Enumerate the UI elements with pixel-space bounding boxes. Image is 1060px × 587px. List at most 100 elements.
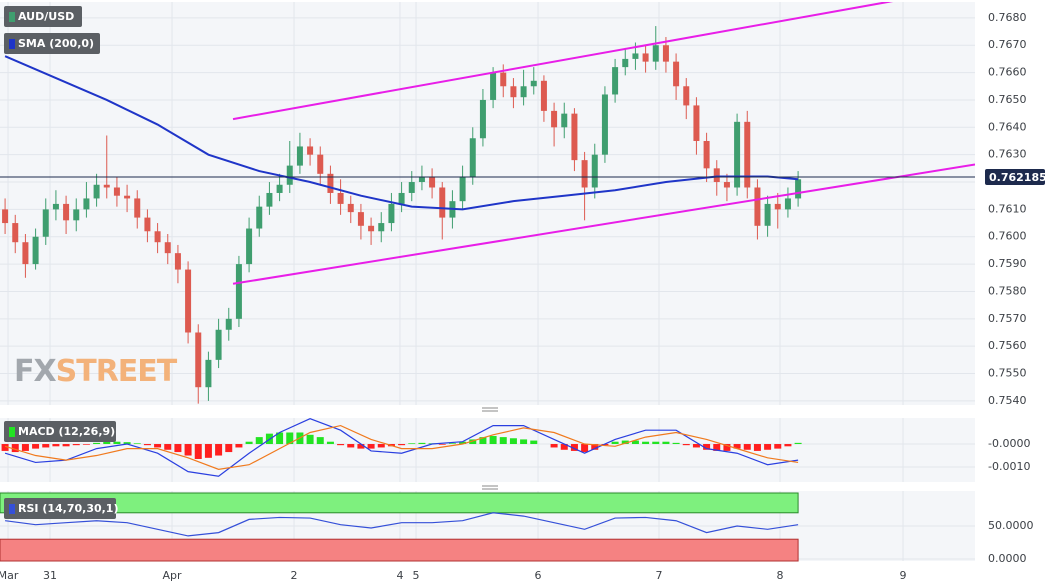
candle-body <box>225 318 232 330</box>
candle-body <box>744 121 751 188</box>
candle-body <box>42 209 49 237</box>
candle-body <box>662 45 669 62</box>
macd-bar <box>154 444 162 448</box>
candle-body <box>368 225 375 232</box>
macd-bar <box>194 444 202 459</box>
y-tick-label: 0.7550 <box>988 367 1027 380</box>
x-tick-label: 4 <box>396 569 403 582</box>
macd-bar <box>326 441 334 445</box>
macd-line <box>4 418 799 477</box>
candle-body <box>439 187 446 218</box>
candle-body <box>12 223 19 243</box>
macd-bar <box>225 444 233 453</box>
x-tick-label: Apr <box>163 569 183 582</box>
y-tick-label: 0.7610 <box>988 202 1027 215</box>
macd-bar <box>662 441 670 445</box>
x-tick-label: 9 <box>900 569 907 582</box>
macd-bar <box>357 444 365 449</box>
y-tick-label: 0.7570 <box>988 312 1027 325</box>
trend-line <box>232 2 894 121</box>
candle-body <box>601 94 608 155</box>
macd-bar <box>418 442 426 445</box>
macd-bar <box>530 440 538 445</box>
legend-swatch <box>9 504 15 514</box>
candle-body <box>347 203 354 213</box>
candle-body <box>500 72 507 87</box>
candle-body <box>429 176 436 188</box>
candle-body <box>581 160 588 188</box>
macd-bar <box>631 440 639 445</box>
y-tick-label: 50.0000 <box>988 519 1034 532</box>
rsi-line <box>5 512 799 537</box>
x-tick-label: 6 <box>535 569 542 582</box>
macd-bar <box>459 441 467 445</box>
candle-body <box>144 217 151 232</box>
candle-body <box>388 203 395 224</box>
overbought-band <box>0 492 799 514</box>
legend-swatch <box>9 12 15 22</box>
candle-body <box>83 198 90 210</box>
legend-label: AUD/USD <box>18 10 74 23</box>
macd-bar <box>367 444 375 449</box>
macd-bar <box>438 444 446 445</box>
candle-body <box>734 121 741 188</box>
macd-bar <box>713 444 721 451</box>
candle-body <box>754 187 761 226</box>
candle-body <box>266 192 273 207</box>
macd-bar <box>255 437 263 445</box>
macd-bar <box>398 444 406 446</box>
candle-body <box>205 359 212 388</box>
macd-bar <box>550 444 558 448</box>
candle-body <box>286 165 293 185</box>
macd-bar <box>733 444 741 449</box>
x-tick-label: 2 <box>291 569 298 582</box>
legend-swatch <box>9 39 15 49</box>
macd-bar <box>611 441 619 445</box>
macd-bar <box>764 444 772 450</box>
macd-bar <box>164 444 172 450</box>
candle-body <box>317 154 324 174</box>
macd-bar <box>652 441 660 445</box>
candle-body <box>164 242 171 254</box>
macd-bar <box>377 444 385 448</box>
candle-body <box>693 105 700 141</box>
macd-bar <box>723 444 731 451</box>
legend-box <box>4 498 116 519</box>
candle-body <box>378 223 385 232</box>
y-tick-label: 0.7650 <box>988 93 1027 106</box>
y-tick-label: 0.7660 <box>988 66 1027 79</box>
candle-body <box>195 332 202 388</box>
macd-bar <box>581 444 589 453</box>
candle-body <box>246 228 253 265</box>
candle-body <box>520 86 527 98</box>
x-tick-label: 8 <box>777 569 784 582</box>
macd-bar <box>794 442 802 445</box>
macd-bar <box>52 444 60 447</box>
macd-bar <box>337 444 345 446</box>
candle-body <box>103 184 110 188</box>
macd-bar <box>204 444 212 458</box>
candle-body <box>612 67 619 95</box>
candle-body <box>703 140 710 169</box>
macd-bar <box>93 442 101 445</box>
macd-bar <box>215 444 223 456</box>
candle-body <box>530 80 537 87</box>
candle-body <box>256 206 263 229</box>
candle-body <box>469 138 476 177</box>
candle-body <box>683 86 690 106</box>
candle-body <box>408 182 415 193</box>
macd-bar <box>509 438 517 445</box>
watermark-street: STREET <box>56 354 178 389</box>
macd-bar <box>306 434 314 445</box>
macd-bar <box>174 444 182 453</box>
macd-bar <box>286 432 294 445</box>
macd-bar <box>479 437 487 445</box>
macd-bar <box>621 440 629 445</box>
candle-body <box>622 58 629 68</box>
macd-bar <box>72 444 80 446</box>
candle-body <box>296 146 303 166</box>
candle-body <box>723 182 730 188</box>
candle-body <box>418 176 425 183</box>
macd-bar <box>103 441 111 445</box>
